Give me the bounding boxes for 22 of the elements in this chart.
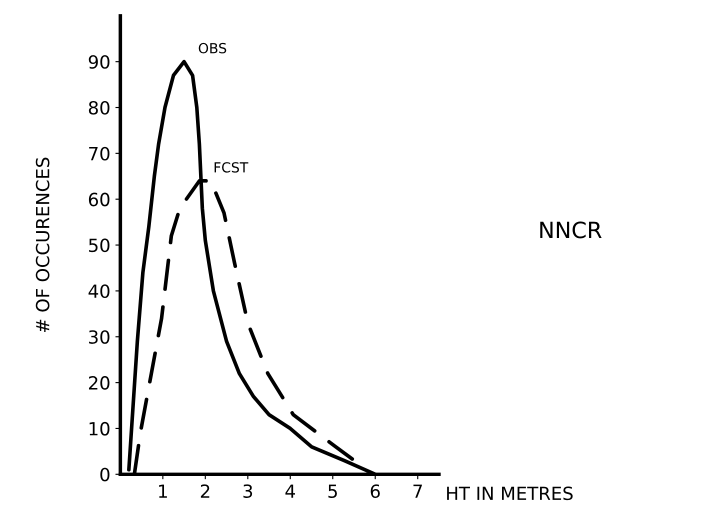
x-tick-label: 4 (285, 484, 296, 498)
x-tick-label: 7 (413, 484, 422, 498)
y-tick-label: 50 (89, 238, 110, 252)
y-axis-title: # OF OCCURENCES (36, 158, 50, 332)
y-tick-label: 30 (89, 330, 110, 344)
y-tick-label: 20 (88, 376, 110, 390)
y-tick-label: 10 (90, 422, 110, 436)
series-label: FCST (214, 162, 248, 173)
x-tick-label: 5 (328, 484, 337, 498)
text: NNCR (540, 222, 602, 238)
x-tick-label: 2 (200, 484, 210, 498)
y-tick-label: 90 (88, 55, 110, 69)
x-tick-label: 3 (243, 484, 252, 498)
y-tick-label: 40 (88, 284, 110, 298)
y-tick-label: 0 (100, 468, 110, 482)
x-tick-label: 1 (159, 484, 167, 498)
series-label: OBS (198, 42, 226, 54)
x-axis-title: HT IN METRES (447, 486, 573, 500)
y-tick-label: 60 (88, 192, 110, 206)
x-tick-label: 6 (370, 484, 380, 498)
y-tick-label: 70 (89, 146, 110, 160)
y-tick-label: 80 (88, 100, 110, 115)
